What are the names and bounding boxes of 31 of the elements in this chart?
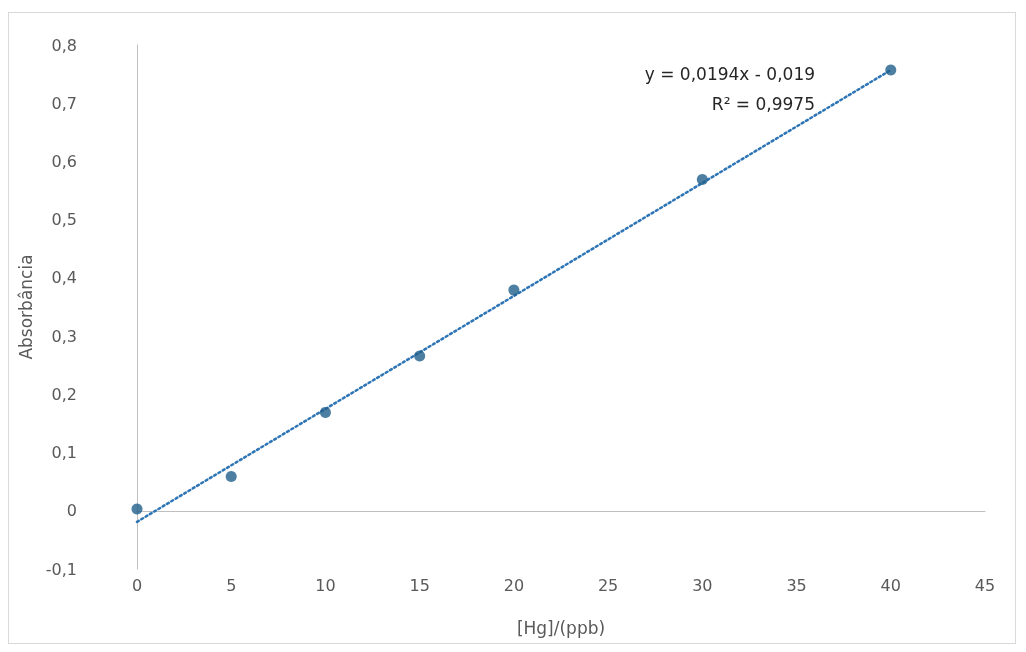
- y-axis-title: Absorbância: [16, 254, 37, 360]
- annotation: y = 0,0194x - 0,019: [644, 63, 815, 84]
- x-tick-label: 0: [131, 575, 143, 595]
- point: [319, 406, 331, 418]
- x-tick-label: 35: [786, 575, 807, 595]
- y-tick-label: 0,6: [51, 151, 77, 171]
- y-tick-label: 0,2: [51, 384, 77, 404]
- point: [885, 64, 897, 76]
- y-tick-label: -0,1: [45, 559, 77, 579]
- y-tick-label: 0,3: [51, 326, 77, 346]
- point: [131, 503, 143, 515]
- y-tick-label: 0: [66, 501, 77, 521]
- y-tick-label: 0,1: [51, 443, 77, 463]
- point: [696, 174, 708, 185]
- annotation: R² = 0,9975: [711, 93, 815, 114]
- x-tick-label: 15: [409, 575, 430, 595]
- x-tick-label: 5: [226, 575, 237, 595]
- point: [414, 350, 426, 362]
- y-tick-label: 0,7: [51, 93, 77, 113]
- point: [508, 284, 520, 296]
- x-tick-label: 10: [315, 575, 336, 595]
- x-axis-title: [Hg]/(ppb): [516, 617, 606, 638]
- y-tick-label: 0,8: [51, 35, 77, 55]
- y-tick-label: 0,4: [51, 268, 77, 288]
- x-tick-label: 30: [692, 575, 713, 595]
- x-tick-label: 45: [974, 575, 996, 595]
- y-tick-label: 0,5: [51, 210, 77, 230]
- x-tick-label: 25: [597, 575, 619, 595]
- x-tick-label: 20: [503, 575, 525, 595]
- point: [225, 470, 237, 482]
- x-tick-label: 40: [880, 575, 901, 595]
